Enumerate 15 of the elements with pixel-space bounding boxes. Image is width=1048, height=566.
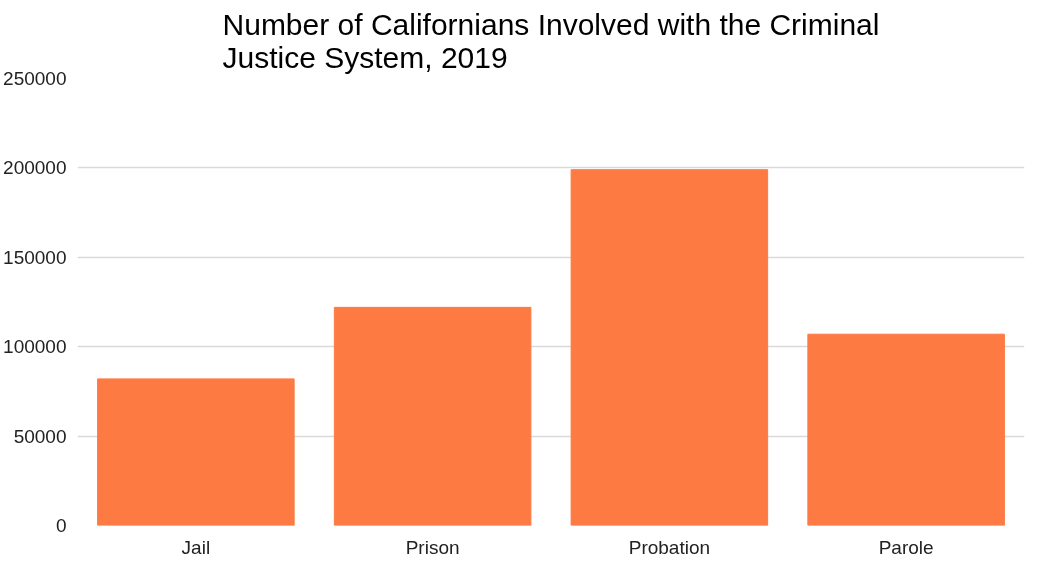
y-tick-label: 50000 (13, 425, 67, 447)
x-tick-label: Probation (628, 536, 711, 558)
x-tick-label: Parole (878, 536, 934, 558)
bar (807, 333, 1005, 526)
bar (333, 306, 532, 526)
y-tick-label: 0 (55, 515, 67, 536)
chart-title: Number of Californians Involved with the Criminal Justice System, 2019 (222, 7, 880, 74)
bar (570, 169, 769, 526)
y-tick-label: 200000 (3, 157, 67, 179)
y-tick-label: 250000 (3, 68, 67, 89)
y-tick-label: 100000 (3, 336, 67, 358)
bar (97, 378, 295, 526)
y-tick-label: 150000 (3, 246, 67, 268)
x-tick-label: Prison (405, 536, 460, 558)
x-tick-label: Jail (181, 536, 211, 558)
